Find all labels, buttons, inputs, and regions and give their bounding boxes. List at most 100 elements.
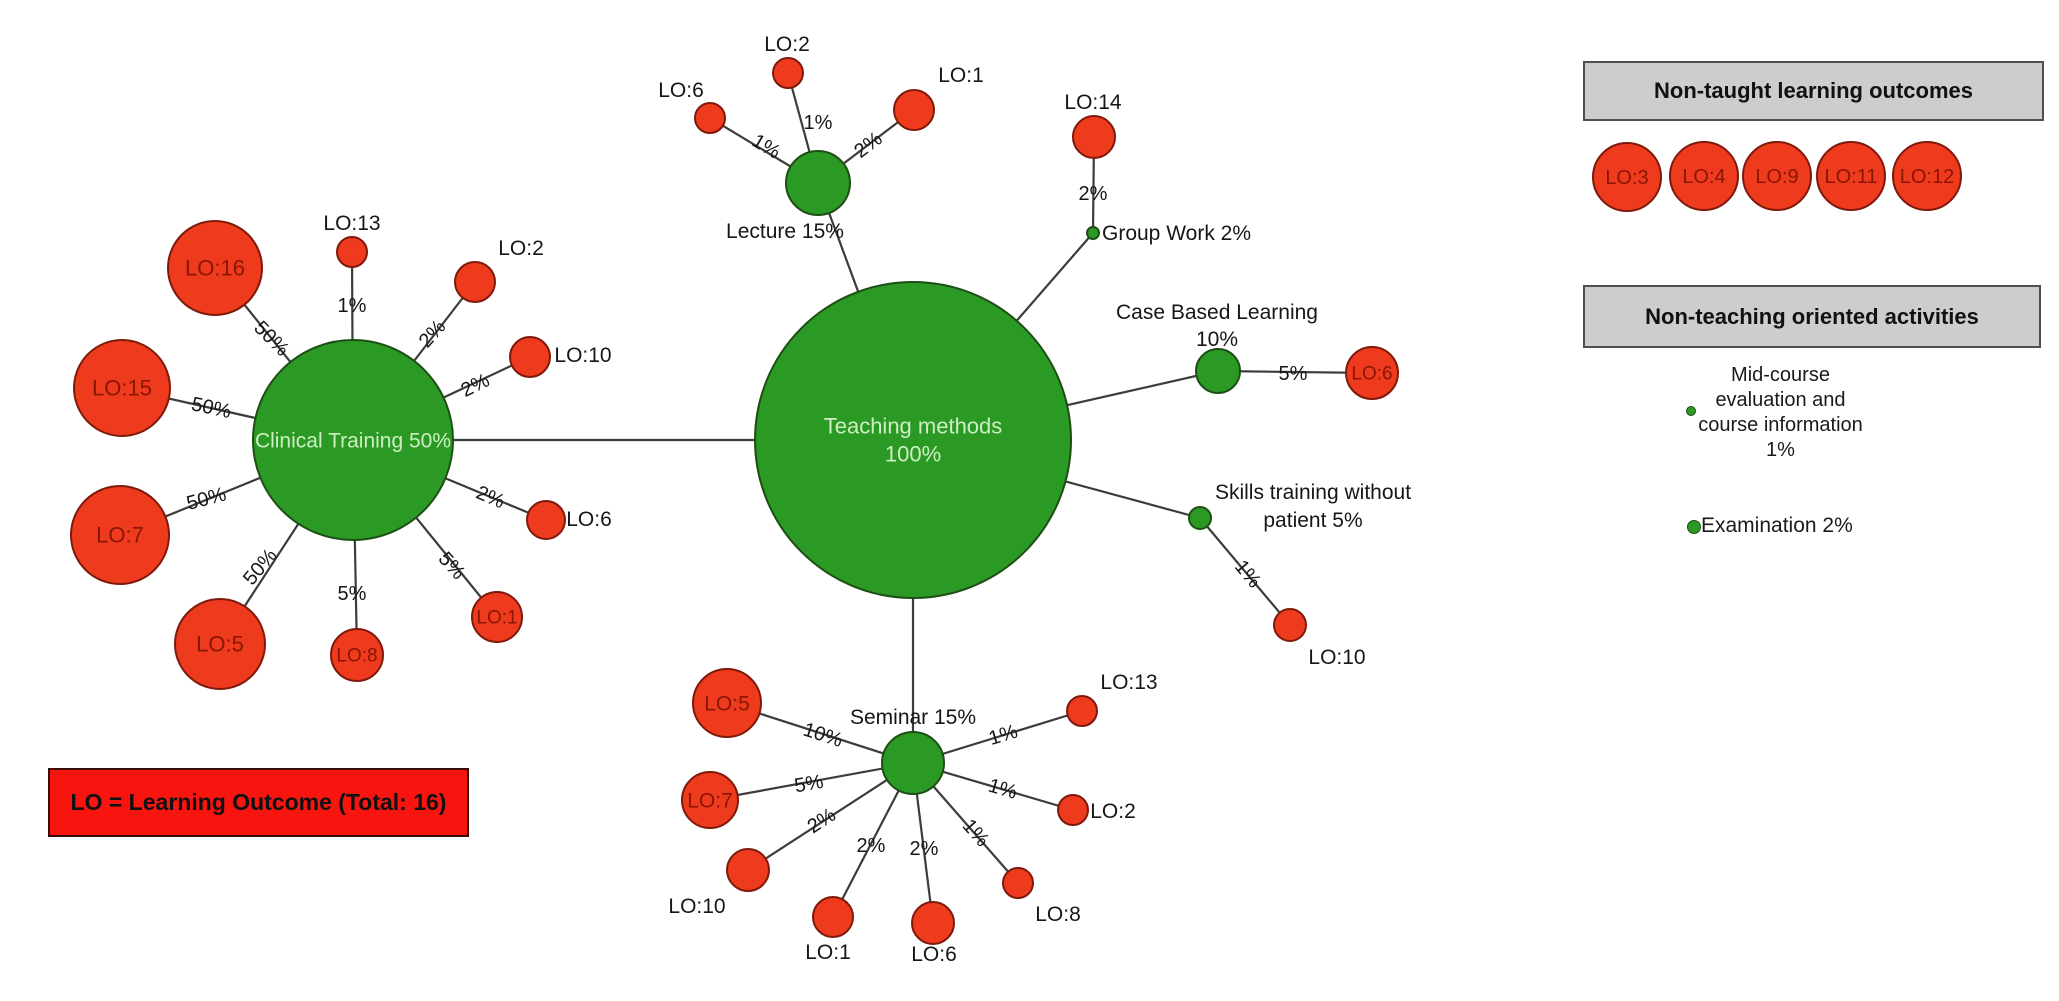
outcome-node-m13 — [1066, 695, 1098, 727]
outcome-node-c16 — [167, 220, 263, 316]
outcome-node-m1 — [812, 896, 854, 938]
midcourse-dot — [1686, 406, 1696, 416]
outcome-node-n11 — [1816, 141, 1886, 211]
edge-label-clinical-c8: 5% — [338, 583, 367, 605]
node-label-m10: LO:10 — [668, 895, 725, 918]
node-label-m2: LO:2 — [1090, 800, 1136, 823]
node-label-m1: LO:1 — [805, 941, 851, 964]
outcome-node-c2 — [454, 261, 496, 303]
outcome-node-m2 — [1057, 794, 1089, 826]
edge-label-clinical-c13: 1% — [338, 295, 367, 317]
activity-node-cbl — [1195, 348, 1241, 394]
node-label-clinical: Clinical Training 50% — [255, 429, 451, 452]
node-label-cbl: Case Based Learning 10% — [1116, 301, 1318, 351]
edge-label-seminar-m1: 2% — [857, 835, 886, 857]
edge-label-clinical-c15: 50% — [189, 393, 233, 423]
midcourse-note: Mid-course evaluation and course informa… — [1698, 364, 1863, 461]
outcome-node-b6 — [1345, 346, 1399, 400]
edge-label-lecture-l1: 2% — [850, 128, 886, 163]
outcome-node-l1 — [893, 89, 935, 131]
node-label-c7: LO:7 — [96, 523, 144, 548]
node-label-c13: LO:13 — [323, 212, 380, 235]
node-label-c2: LO:2 — [498, 237, 544, 260]
outcome-node-m7 — [681, 771, 739, 829]
outcome-node-n4 — [1669, 141, 1739, 211]
node-label-n9: LO:9 — [1755, 166, 1798, 188]
edge-label-clinical-c10: 2% — [458, 369, 494, 402]
activity-node-lecture — [785, 150, 851, 216]
legend-text: LO = Learning Outcome (Total: 16) — [70, 789, 447, 815]
node-label-m5: LO:5 — [704, 692, 750, 715]
node-label-c10: LO:10 — [554, 344, 611, 367]
non-teaching-panel-title-box: Non-teaching oriented activities — [1583, 285, 2041, 348]
edge-skills-s10 — [1199, 517, 1291, 626]
edge-label-lecture-l2: 1% — [804, 112, 833, 134]
edge-label-clinical-c5: 50% — [239, 545, 282, 590]
edge-label-seminar-m5: 10% — [800, 719, 845, 752]
outcome-node-n9 — [1742, 141, 1812, 211]
examination-note: Examination 2% — [1701, 514, 1853, 537]
outcome-node-n12 — [1892, 141, 1962, 211]
outcome-node-m8 — [1002, 867, 1034, 899]
node-label-teaching: Teaching methods 100% — [824, 414, 1003, 467]
node-label-b6: LO:6 — [1351, 364, 1392, 385]
node-label-c8: LO:8 — [336, 646, 377, 667]
edge-seminar-m7 — [709, 761, 914, 802]
node-label-lecture: Lecture 15% — [726, 220, 844, 243]
outcome-node-m10 — [726, 848, 770, 892]
outcome-node-c10 — [509, 336, 551, 378]
outcome-node-c8 — [330, 628, 384, 682]
examination-dot — [1687, 520, 1701, 534]
outcome-node-c1 — [471, 591, 523, 643]
edge-label-seminar-m6: 2% — [910, 838, 939, 860]
outcome-node-m6 — [911, 901, 955, 945]
outcome-node-c6 — [526, 500, 566, 540]
outcome-node-l6 — [694, 102, 726, 134]
node-label-m13: LO:13 — [1100, 671, 1157, 694]
edge-label-groupwork-g14: 2% — [1079, 183, 1108, 205]
edge-label-clinical-c6: 2% — [473, 482, 508, 514]
activity-node-clinical — [252, 339, 454, 541]
outcome-node-n3 — [1592, 142, 1662, 212]
edge-label-clinical-c1: 5% — [434, 548, 470, 584]
edge-label-seminar-m7: 5% — [793, 771, 826, 798]
activity-node-groupwork — [1086, 226, 1100, 240]
node-label-c6: LO:6 — [566, 508, 612, 531]
non-taught-panel-title-box: Non-taught learning outcomes — [1583, 61, 2044, 121]
activity-node-teaching — [754, 281, 1072, 599]
edge-label-seminar-m13: 1% — [986, 720, 1020, 750]
node-label-l6: LO:6 — [658, 79, 704, 102]
node-label-l2: LO:2 — [764, 33, 810, 56]
node-label-n4: LO:4 — [1682, 166, 1725, 188]
node-label-m8: LO:8 — [1035, 903, 1081, 926]
node-label-groupwork: Group Work 2% — [1102, 222, 1251, 245]
edge-label-seminar-m10: 2% — [804, 804, 840, 838]
node-label-c15: LO:15 — [92, 376, 152, 401]
outcome-node-l2 — [772, 57, 804, 89]
outcome-node-c15 — [73, 339, 171, 437]
outcome-node-g14 — [1072, 115, 1116, 159]
activity-node-skills — [1188, 506, 1212, 530]
node-label-s10: LO:10 — [1308, 646, 1365, 669]
node-label-m6: LO:6 — [911, 943, 957, 966]
outcome-node-m5 — [692, 668, 762, 738]
edge-label-seminar-m2: 1% — [986, 775, 1020, 804]
node-label-c1: LO:1 — [476, 608, 517, 629]
non-taught-panel-title: Non-taught learning outcomes — [1654, 78, 1973, 103]
outcome-node-s10 — [1273, 608, 1307, 642]
node-label-g14: LO:14 — [1064, 91, 1122, 114]
edge-seminar-m10 — [747, 762, 914, 871]
node-label-n12: LO:12 — [1900, 166, 1954, 188]
node-label-seminar: Seminar 15% — [850, 706, 976, 729]
node-label-m7: LO:7 — [687, 789, 733, 812]
node-label-c5: LO:5 — [196, 632, 244, 657]
node-label-n11: LO:11 — [1825, 166, 1878, 188]
node-label-c16: LO:16 — [185, 256, 245, 281]
activity-node-seminar — [881, 731, 945, 795]
outcome-node-c7 — [70, 485, 170, 585]
node-label-skills: Skills training without patient 5% — [1215, 481, 1411, 532]
edge-label-clinical-c16: 50% — [249, 317, 293, 361]
outcome-node-c5 — [174, 598, 266, 690]
